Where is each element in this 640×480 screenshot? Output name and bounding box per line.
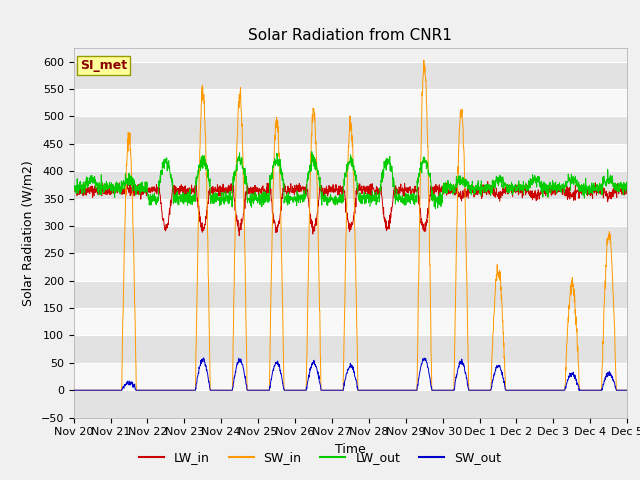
- Bar: [74, 171, 627, 199]
- Bar: [74, 281, 627, 308]
- Bar: [74, 336, 627, 363]
- Y-axis label: Solar Radiation (W/m2): Solar Radiation (W/m2): [22, 160, 35, 306]
- Bar: [74, 308, 627, 336]
- Bar: [74, 89, 627, 117]
- Bar: [74, 199, 627, 226]
- X-axis label: Time: Time: [335, 443, 366, 456]
- Bar: [74, 144, 627, 171]
- Bar: [74, 226, 627, 253]
- Legend: LW_in, SW_in, LW_out, SW_out: LW_in, SW_in, LW_out, SW_out: [134, 446, 506, 469]
- Bar: [74, 253, 627, 281]
- Bar: [74, 62, 627, 89]
- Title: Solar Radiation from CNR1: Solar Radiation from CNR1: [248, 28, 452, 43]
- Bar: [74, 117, 627, 144]
- Bar: [74, 390, 627, 418]
- Text: SI_met: SI_met: [80, 59, 127, 72]
- Bar: [74, 363, 627, 390]
